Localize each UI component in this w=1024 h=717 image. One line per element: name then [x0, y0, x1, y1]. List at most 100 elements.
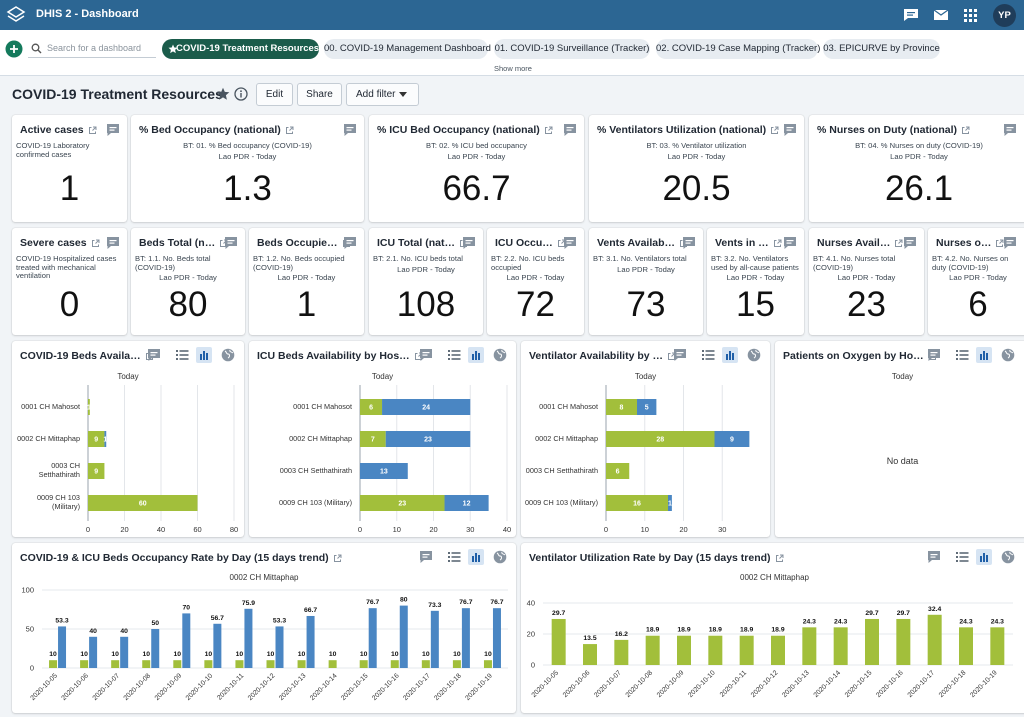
comment-icon[interactable] [902, 235, 918, 251]
data-label: 16 [633, 501, 641, 508]
card-title-text: Severe cases [20, 237, 87, 249]
comment-icon[interactable] [461, 235, 477, 251]
dashboard-chip[interactable]: 01. COVID-19 Surveillance (Tracker) [494, 39, 650, 59]
data-label: 28 [656, 437, 664, 444]
data-label: 56.7 [211, 615, 224, 622]
category-label: 0002 CH Mittaphap [523, 427, 598, 451]
button-label: Add filter [356, 89, 395, 100]
dashboard-title: COVID-19 Treatment Resources [12, 86, 223, 102]
icon-shape [567, 243, 572, 244]
icon-shape [110, 243, 115, 244]
kpi-value: 1.3 [131, 169, 364, 209]
share-button[interactable]: Share [297, 83, 342, 106]
x-tick-label: 30 [718, 525, 726, 534]
comment-icon[interactable] [342, 235, 358, 251]
bar [369, 608, 377, 668]
add-dashboard-button[interactable] [5, 40, 23, 58]
x-tick-label: 2020-10-19 [969, 669, 999, 699]
external-link-icon[interactable] [88, 126, 97, 135]
bar [276, 626, 284, 668]
kpi-text-block: BT: 03. % Ventilator utilizationLao PDR … [593, 142, 800, 161]
kpi-text-block: COVID-19 Hospitalized cases treated with… [16, 255, 123, 281]
kpi-value: 20.5 [589, 169, 804, 209]
bar [360, 660, 368, 668]
external-link-icon[interactable] [961, 126, 970, 135]
bar [213, 624, 221, 668]
kpi-description: BT: 1.1. No. Beds total (COVID-19) [135, 255, 241, 272]
bar [614, 640, 628, 665]
icon-shape [466, 243, 471, 244]
show-more-link[interactable]: Show more [494, 64, 532, 73]
comment-icon[interactable] [1002, 122, 1018, 138]
icon-shape [347, 130, 352, 131]
card-title-text: ICU Total (nat… [377, 237, 455, 249]
external-link-icon[interactable] [91, 239, 100, 248]
external-link-icon[interactable] [544, 126, 553, 135]
kpi-subtitle: Lao PDR - Today [593, 266, 699, 275]
bar [329, 660, 337, 668]
bar [235, 660, 243, 668]
icon-shape [466, 240, 473, 241]
comment-icon[interactable] [562, 235, 578, 251]
x-tick-label: 2020-10-10 [687, 669, 717, 699]
data-label: 29.7 [897, 610, 910, 617]
kpi-description: BT: 4.1. No. Nurses total (COVID-19) [813, 255, 920, 272]
kpi-description: BT: 3.2. No. Ventilators used by all-cau… [711, 255, 800, 272]
x-tick-label: 2020-10-18 [433, 672, 463, 702]
kpi-description: BT: 01. % Bed occupancy (COVID-19) [135, 142, 360, 151]
comment-icon[interactable] [782, 235, 798, 251]
kpi-card: Nurses Avail…BT: 4.1. No. Nurses total (… [809, 228, 924, 335]
messages-icon[interactable] [903, 8, 919, 22]
mail-icon[interactable] [933, 9, 949, 21]
user-avatar[interactable]: YP [993, 4, 1016, 27]
kpi-value: 1 [249, 285, 364, 325]
dashboard-chip[interactable]: 03. EPICURVE by Province [823, 39, 940, 59]
caret-icon [399, 92, 407, 98]
icon-shape [907, 243, 912, 244]
comment-icon[interactable] [562, 122, 578, 138]
comment-icon[interactable] [782, 122, 798, 138]
dashboard-chip[interactable]: 00. COVID-19 Management Dashboard [324, 39, 488, 59]
comment-icon[interactable] [681, 235, 697, 251]
apps-icon[interactable] [964, 9, 977, 22]
x-tick-label: 2020-10-15 [844, 669, 874, 699]
edit-button[interactable]: Edit [256, 83, 293, 106]
data-label: 10 [49, 651, 57, 658]
icon-shape [567, 127, 574, 128]
bar [120, 637, 128, 668]
app-logo[interactable] [6, 5, 26, 25]
dashboard-chip[interactable]: 02. COVID-19 Case Mapping (Tracker) [656, 39, 818, 59]
y-tick-label: 20 [527, 630, 535, 639]
chart-card: Ventilator Availability by …Today0102030… [521, 341, 770, 537]
external-link-icon[interactable] [285, 126, 294, 135]
comment-icon[interactable] [1002, 235, 1018, 251]
kpi-text-block: BT: 4.1. No. Nurses total (COVID-19)Lao … [813, 255, 920, 283]
search-box[interactable]: Search for a dashboard [28, 40, 156, 58]
star-button[interactable] [216, 87, 230, 101]
data-label: 10 [360, 651, 368, 658]
kpi-card: % Ventilators Utilization (national) BT: … [589, 115, 804, 222]
external-link-icon[interactable] [773, 239, 782, 248]
x-tick-label: 0 [604, 525, 608, 534]
card-title-text: % Ventilators Utilization (national) [597, 124, 766, 136]
comment-icon[interactable] [105, 122, 121, 138]
data-label: 9 [94, 469, 98, 476]
info-button[interactable] [234, 87, 248, 101]
icon-shape [567, 130, 572, 131]
icon-shape [228, 243, 233, 244]
icon-shape [110, 127, 117, 128]
category-label: 0009 CH 103 (Military) [14, 491, 80, 515]
add-filter-button[interactable]: Add filter [346, 83, 419, 106]
card-title: Active cases [20, 124, 97, 136]
data-label: 32.4 [928, 606, 941, 613]
external-link-icon[interactable] [770, 126, 779, 135]
data-label: 1 [668, 501, 672, 508]
comment-icon[interactable] [342, 122, 358, 138]
data-label: 75.9 [242, 600, 255, 607]
bar [896, 619, 910, 665]
comment-icon[interactable] [105, 235, 121, 251]
dashboard-chip[interactable]: COVID-19 Treatment Resources [162, 39, 319, 59]
y-tick-label: 0 [531, 661, 535, 670]
icon-shape [347, 240, 354, 241]
comment-icon[interactable] [223, 235, 239, 251]
